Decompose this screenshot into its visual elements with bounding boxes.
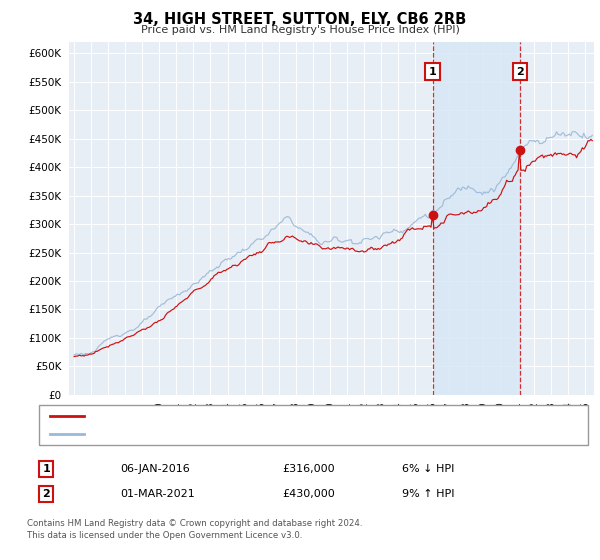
Text: 2: 2 — [517, 67, 524, 77]
Text: 1: 1 — [429, 67, 436, 77]
Text: 2: 2 — [43, 489, 50, 499]
Text: HPI: Average price, detached house, East Cambridgeshire: HPI: Average price, detached house, East… — [91, 429, 393, 439]
Text: 34, HIGH STREET, SUTTON, ELY, CB6 2RB: 34, HIGH STREET, SUTTON, ELY, CB6 2RB — [133, 12, 467, 27]
Text: 06-JAN-2016: 06-JAN-2016 — [120, 464, 190, 474]
Text: 01-MAR-2021: 01-MAR-2021 — [120, 489, 195, 499]
Bar — [433, 42, 520, 395]
Text: £430,000: £430,000 — [282, 489, 335, 499]
Text: 6% ↓ HPI: 6% ↓ HPI — [402, 464, 454, 474]
Text: £316,000: £316,000 — [282, 464, 335, 474]
Text: 1: 1 — [43, 464, 50, 474]
Text: 9% ↑ HPI: 9% ↑ HPI — [402, 489, 455, 499]
Text: This data is licensed under the Open Government Licence v3.0.: This data is licensed under the Open Gov… — [27, 531, 302, 540]
Text: 34, HIGH STREET, SUTTON, ELY, CB6 2RB (detached house): 34, HIGH STREET, SUTTON, ELY, CB6 2RB (d… — [91, 411, 400, 421]
Text: Price paid vs. HM Land Registry's House Price Index (HPI): Price paid vs. HM Land Registry's House … — [140, 25, 460, 35]
Text: Contains HM Land Registry data © Crown copyright and database right 2024.: Contains HM Land Registry data © Crown c… — [27, 519, 362, 528]
